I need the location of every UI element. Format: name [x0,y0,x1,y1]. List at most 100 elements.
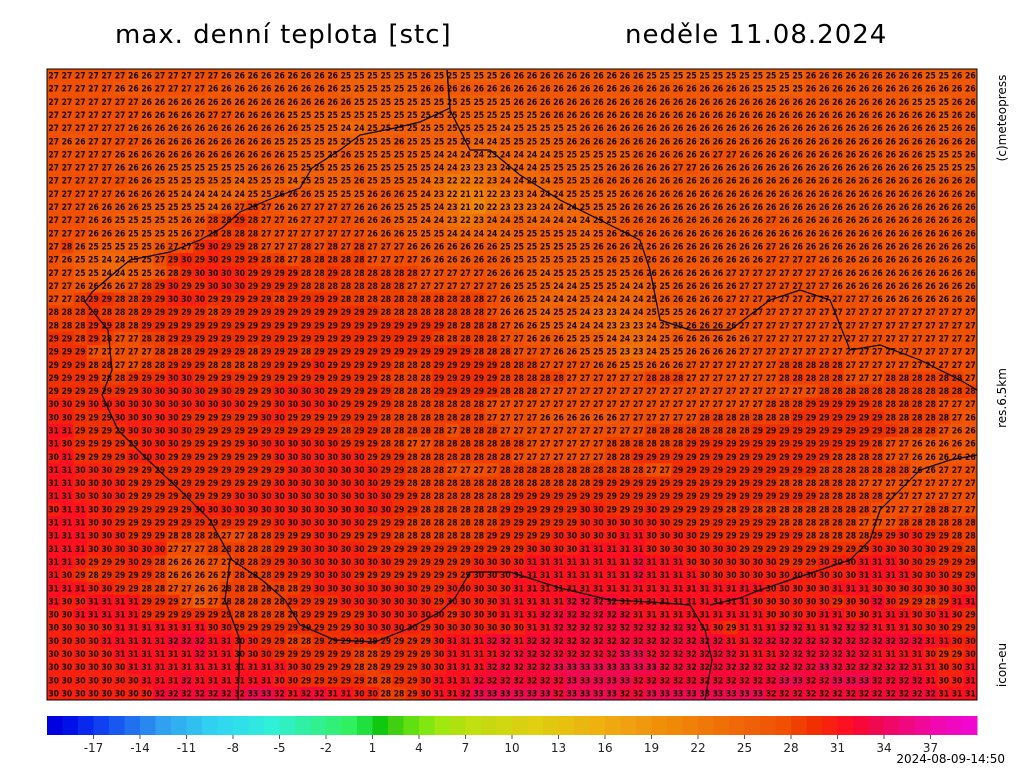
cell-value: 25 [208,164,219,174]
cell-value: 27 [141,348,152,358]
grid-cell [950,82,965,96]
grid-cell [86,95,101,110]
cell-value: 26 [633,111,644,121]
cell-value: 29 [48,374,59,384]
cell-value: 24 [553,282,564,292]
cell-value: 23 [473,164,484,174]
cell-value: 26 [659,124,670,134]
cell-value: 29 [327,295,338,305]
cell-value: 25 [394,177,405,187]
cell-value: 26 [752,229,763,239]
cell-value: 25 [221,177,232,187]
grid-cell [86,69,101,83]
cell-value: 28 [380,295,391,305]
cell-value: 29 [380,348,391,358]
cell-value: 27 [779,282,790,292]
cell-value: 29 [248,321,259,331]
cell-value: 29 [221,242,232,252]
cell-value: 27 [925,321,936,331]
cell-value: 26 [673,295,684,305]
cell-value: 25 [553,269,564,279]
cell-value: 29 [327,269,338,279]
cell-value: 26 [633,137,644,147]
cell-value: 26 [659,177,670,187]
cell-value: 25 [553,242,564,252]
cell-value: 25 [593,150,604,160]
cell-value: 27 [128,111,139,121]
cell-value: 26 [792,242,803,252]
cell-value: 27 [261,242,272,252]
cell-value: 26 [327,85,338,95]
grid-cell [47,82,61,96]
cell-value: 24 [527,216,538,226]
cell-value: 26 [845,164,856,174]
cell-value: 27 [62,85,73,95]
cell-value: 25 [792,85,803,95]
cell-value: 25 [367,111,378,121]
cell-value: 27 [155,256,166,266]
cell-value: 26 [487,242,498,252]
cell-value: 29 [248,282,259,292]
cell-value: 26 [832,203,843,213]
cell-value: 24 [420,190,431,200]
cell-value: 29 [234,321,245,331]
cell-value: 26 [912,111,923,121]
cell-value: 26 [686,308,697,318]
cell-value: 25 [341,85,352,95]
cell-value: 26 [912,177,923,187]
cell-value: 25 [965,164,976,174]
grid-cell [644,95,659,110]
cell-value: 25 [952,164,963,174]
cell-value: 25 [912,98,923,108]
grid-cell [193,82,208,96]
map-title: max. denní teplota [stc] [115,20,452,50]
cell-value: 26 [859,177,870,187]
cell-value: 26 [899,295,910,305]
cell-value: 26 [832,256,843,266]
cell-value: 26 [912,150,923,160]
cell-value: 27 [752,361,763,371]
cell-value: 27 [194,85,205,95]
cell-value: 26 [899,190,910,200]
cell-value: 25 [341,164,352,174]
grid-cell [206,82,221,96]
cell-value: 26 [314,72,325,82]
cell-value: 29 [141,295,152,305]
cell-value: 26 [925,229,936,239]
cell-value: 26 [739,334,750,344]
cell-value: 26 [513,321,524,331]
cell-value: 24 [620,295,631,305]
cell-value: 23 [500,203,511,213]
cell-value: 27 [806,308,817,318]
cell-value: 26 [553,85,564,95]
cell-value: 26 [208,124,219,134]
cell-value: 23 [606,308,617,318]
cell-value: 26 [885,282,896,292]
cell-value: 26 [806,177,817,187]
grid-cell [312,69,327,83]
cell-value: 25 [500,111,511,121]
cell-value: 25 [354,190,365,200]
cell-value: 27 [726,361,737,371]
cell-value: 25 [367,98,378,108]
cell-value: 28 [354,269,365,279]
cell-value: 26 [354,203,365,213]
cell-value: 24 [101,256,112,266]
cell-value: 26 [394,137,405,147]
cell-value: 22 [460,177,471,187]
cell-value: 28 [394,269,405,279]
cell-value: 25 [407,216,418,226]
cell-value: 24 [420,216,431,226]
grid-cell [605,69,619,83]
cell-value: 26 [899,98,910,108]
cell-value: 26 [101,216,112,226]
cell-value: 26 [726,282,737,292]
cell-value: 26 [553,72,564,82]
cell-value: 27 [394,256,405,266]
cell-value: 28 [314,256,325,266]
cell-value: 24 [447,150,458,160]
cell-value: 24 [540,295,551,305]
cell-value: 27 [779,308,790,318]
cell-value: 27 [739,348,750,358]
grid-cell [365,82,380,96]
